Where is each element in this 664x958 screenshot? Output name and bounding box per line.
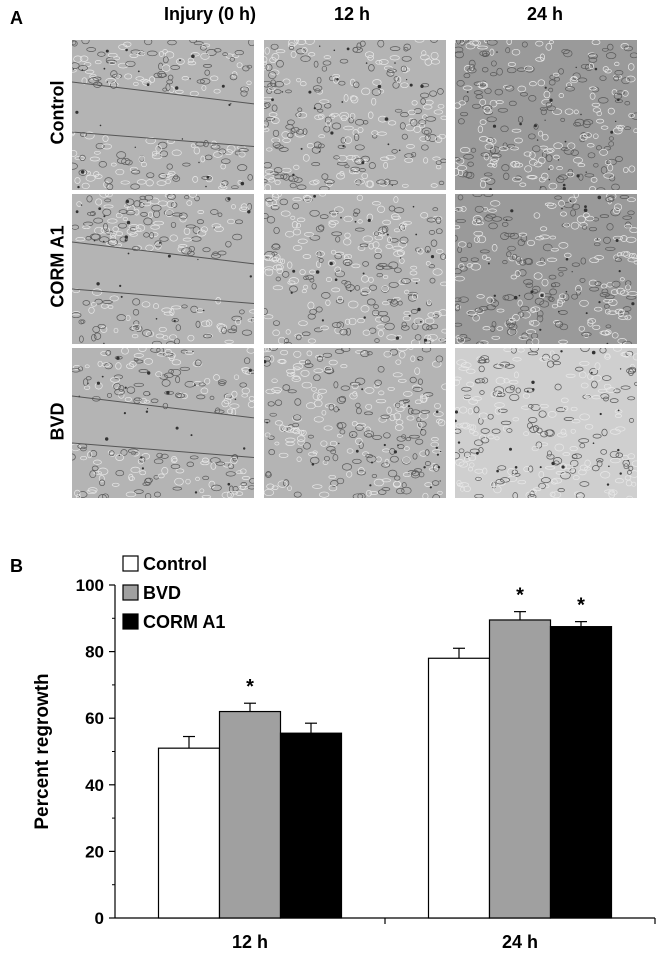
legend-swatch-bvd — [122, 584, 139, 601]
legend-label-corm-a1: CORM A1 — [143, 612, 225, 632]
legend-label-bvd: BVD — [143, 583, 181, 603]
column-header-12h: 12 h — [333, 4, 371, 24]
micrograph-control-24h — [455, 40, 637, 190]
y-tick-label: 20 — [85, 842, 104, 861]
significance-asterisk: * — [577, 595, 585, 617]
micrograph-control-12h — [264, 40, 446, 190]
panel-a-letter: A — [10, 8, 23, 28]
y-tick-label: 80 — [85, 643, 104, 662]
micrograph-control-0h — [72, 40, 254, 190]
bar-corm-a1-12h — [279, 732, 343, 919]
panel-b-letter: B — [10, 556, 23, 576]
y-tick-label: 100 — [76, 576, 104, 595]
micrograph-corm-a1-0h — [72, 194, 254, 344]
micrograph-corm-a1-24h — [455, 194, 637, 344]
significance-asterisk: * — [516, 585, 524, 607]
legend-swatch-control — [122, 555, 139, 572]
column-header-24h: 24 h — [526, 4, 564, 24]
bar-bvd-12h — [218, 710, 282, 919]
bar-corm-a1-24h — [549, 626, 613, 919]
legend-swatch-corm-a1 — [122, 613, 139, 630]
micrograph-bvd-12h — [264, 348, 446, 498]
y-axis-label: Percent regrowth — [32, 673, 53, 829]
x-tick-label: 24 h — [502, 932, 538, 952]
y-tick-label: 40 — [85, 776, 104, 795]
legend-label-control: Control — [143, 554, 207, 574]
micrograph-bvd-0h — [72, 348, 254, 498]
column-header-injury: Injury (0 h) — [163, 4, 256, 24]
significance-asterisk: * — [246, 676, 254, 698]
bar-bvd-24h — [488, 619, 552, 919]
micrograph-corm-a1-12h — [264, 194, 446, 344]
y-tick-label: 0 — [95, 909, 104, 928]
micrograph-bvd-24h — [455, 348, 637, 498]
y-tick-label: 60 — [85, 709, 104, 728]
x-tick-label: 12 h — [232, 932, 268, 952]
bar-control-24h — [427, 657, 491, 919]
bar-control-12h — [157, 747, 221, 919]
